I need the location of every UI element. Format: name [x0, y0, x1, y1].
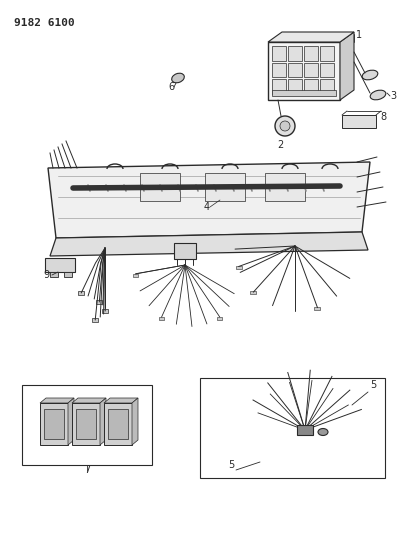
Bar	[320, 63, 334, 77]
Bar	[272, 46, 286, 61]
Bar	[140, 173, 180, 201]
Bar	[45, 258, 75, 272]
Bar	[64, 272, 72, 277]
Bar	[174, 243, 196, 259]
Bar	[304, 46, 318, 61]
Ellipse shape	[318, 429, 328, 435]
Bar	[236, 265, 242, 269]
Bar	[76, 409, 96, 439]
Text: 8: 8	[380, 112, 386, 122]
Bar	[265, 173, 305, 201]
Text: 7: 7	[84, 465, 90, 475]
Bar	[314, 306, 321, 310]
Polygon shape	[48, 162, 370, 238]
Polygon shape	[100, 398, 106, 445]
Text: 3: 3	[390, 91, 396, 101]
Text: 2: 2	[277, 140, 283, 150]
Bar	[304, 63, 318, 77]
Bar	[342, 115, 376, 128]
Text: 9: 9	[43, 270, 49, 280]
Polygon shape	[40, 403, 68, 445]
Polygon shape	[72, 398, 106, 403]
Bar	[288, 46, 302, 61]
Bar	[272, 79, 286, 94]
Bar	[272, 63, 286, 77]
Ellipse shape	[172, 73, 184, 83]
Bar	[288, 63, 302, 77]
Bar	[78, 291, 84, 295]
Polygon shape	[297, 425, 313, 435]
Bar	[205, 173, 245, 201]
Ellipse shape	[275, 116, 295, 136]
Bar	[200, 378, 385, 478]
Bar	[268, 42, 340, 100]
Bar	[44, 409, 64, 439]
Bar	[22, 385, 152, 465]
Polygon shape	[72, 403, 100, 445]
Bar	[250, 291, 256, 294]
Bar	[217, 317, 222, 320]
Bar	[288, 79, 302, 94]
Bar	[92, 318, 98, 322]
Bar	[272, 90, 336, 96]
Polygon shape	[40, 398, 74, 403]
Text: 5: 5	[370, 380, 376, 390]
Bar	[96, 300, 102, 304]
Bar	[50, 272, 58, 277]
Bar	[102, 309, 108, 313]
Ellipse shape	[362, 70, 378, 80]
Text: 1: 1	[356, 30, 362, 40]
Ellipse shape	[280, 121, 290, 131]
Polygon shape	[104, 403, 132, 445]
Bar	[133, 273, 138, 277]
Polygon shape	[132, 398, 138, 445]
Bar	[159, 317, 164, 320]
Polygon shape	[104, 398, 138, 403]
Ellipse shape	[370, 90, 386, 100]
Polygon shape	[268, 32, 354, 42]
Text: 4: 4	[204, 202, 210, 212]
Bar	[304, 79, 318, 94]
Polygon shape	[68, 398, 74, 445]
Text: 6: 6	[168, 82, 174, 92]
Polygon shape	[50, 232, 368, 256]
Bar	[320, 79, 334, 94]
Polygon shape	[340, 32, 354, 100]
Text: 5: 5	[228, 460, 234, 470]
Bar	[108, 409, 128, 439]
Text: 9182 6100: 9182 6100	[14, 18, 75, 28]
Bar	[320, 46, 334, 61]
